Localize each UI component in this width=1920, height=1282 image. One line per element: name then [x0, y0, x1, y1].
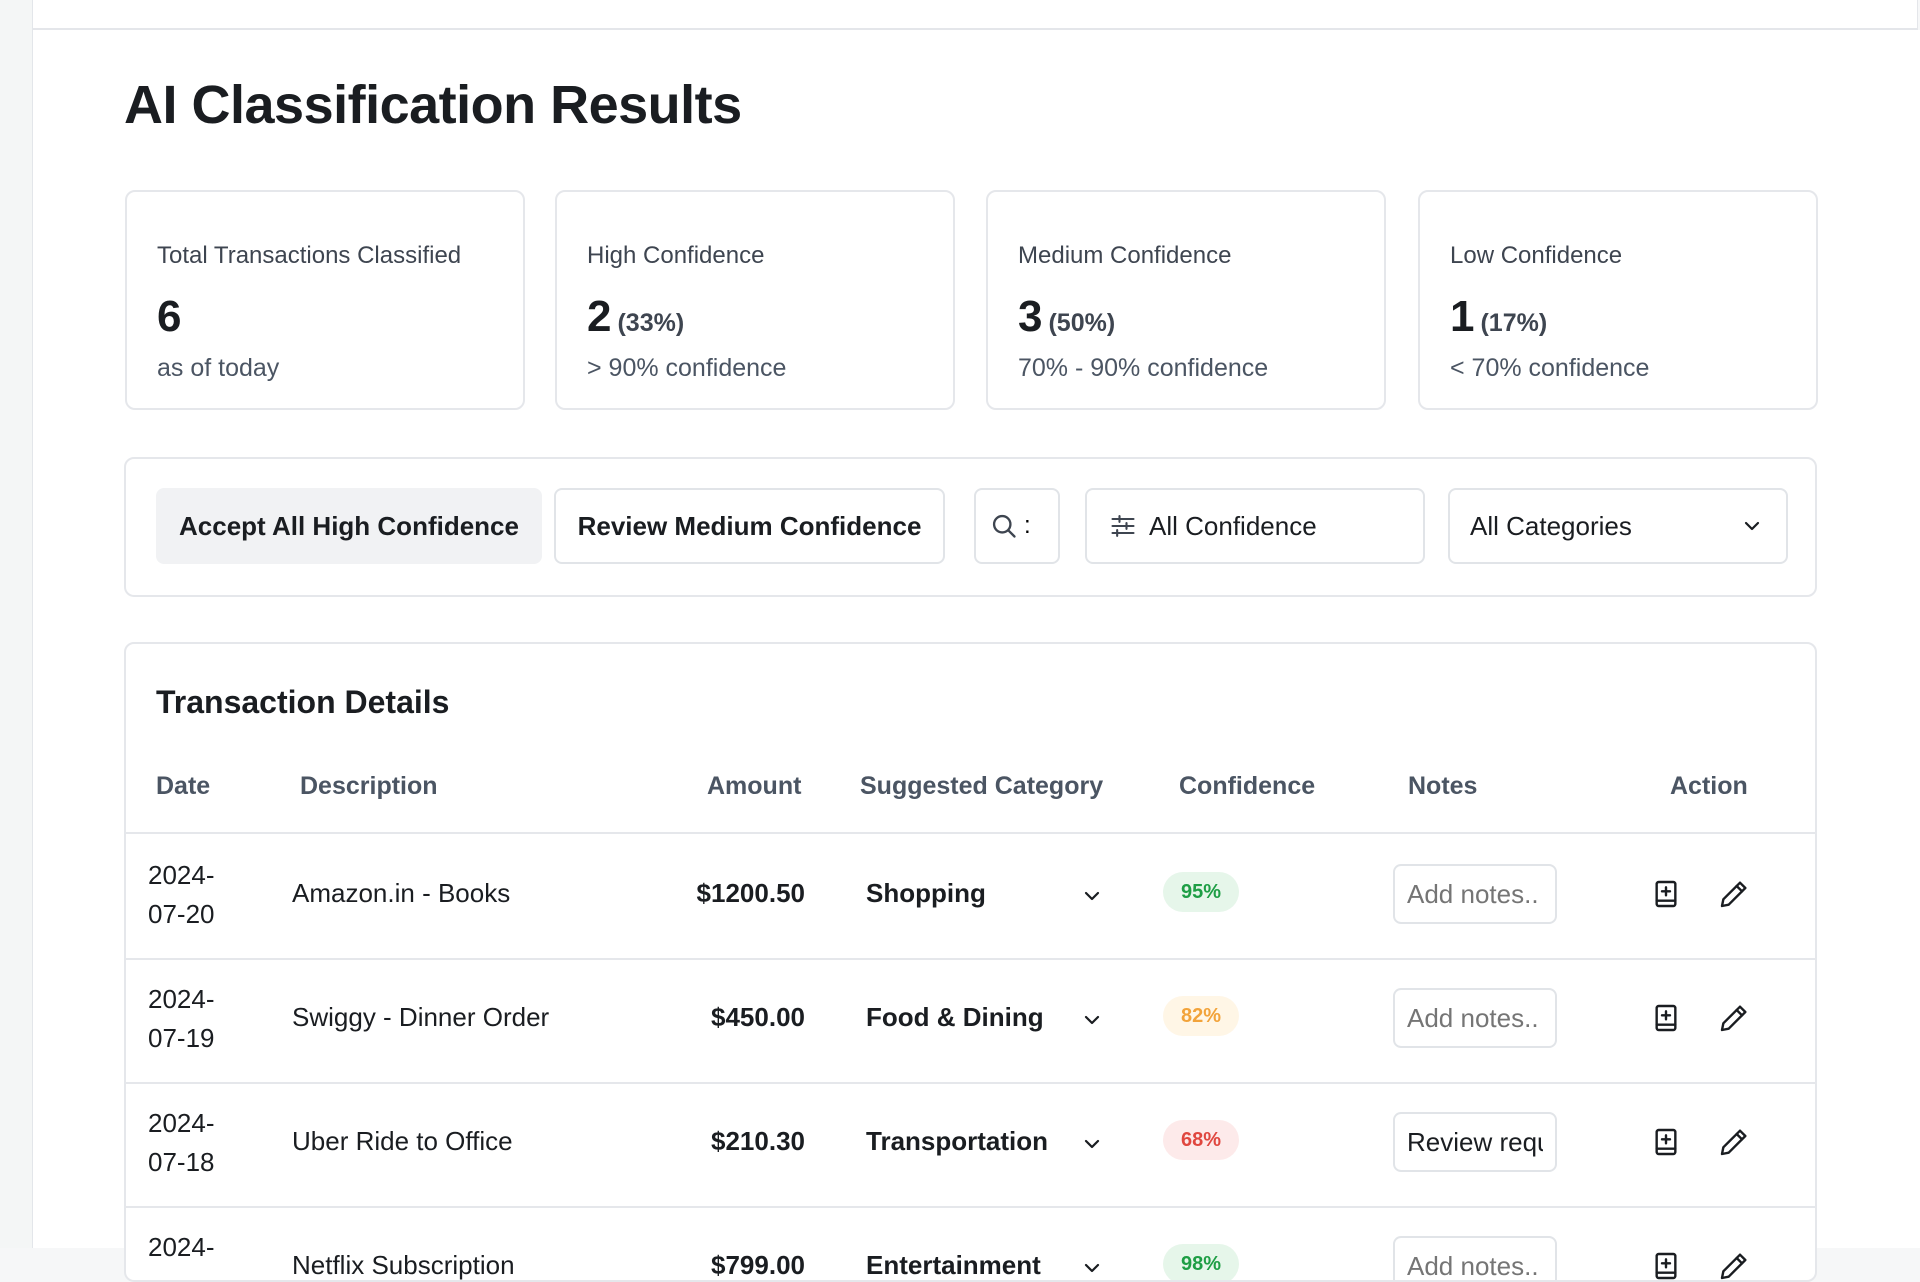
sliders-icon — [1109, 512, 1137, 540]
confidence-badge: 95% — [1163, 872, 1239, 912]
stat-label: Total Transactions Classified — [157, 242, 462, 269]
table-row: 2024- Netflix Subscription $799.00 Entertai… — [126, 1206, 1815, 1280]
accept-book-icon[interactable] — [1650, 1250, 1682, 1280]
notes-input[interactable] — [1393, 1112, 1557, 1172]
stat-value: 6 — [157, 292, 182, 341]
header-divider — [126, 832, 1815, 834]
row-description: Swiggy - Dinner Order — [292, 1002, 550, 1032]
row-category-select[interactable]: Entertainment — [866, 1250, 1041, 1280]
column-header-amount: Amount — [707, 772, 802, 800]
row-description: Uber Ride to Office — [292, 1126, 513, 1156]
table-row: 2024-07-20 Amazon.in - Books $1200.50 Shopp… — [126, 834, 1815, 960]
confidence-filter-select[interactable]: All Confidence — [1085, 488, 1425, 564]
table-row: 2024-07-18 Uber Ride to Office $210.30 Tran… — [126, 1082, 1815, 1208]
chevron-down-icon[interactable] — [1080, 1008, 1104, 1032]
category-filter-label: All Categories — [1470, 510, 1632, 541]
chevron-down-icon[interactable] — [1080, 1256, 1104, 1280]
row-description: Netflix Subscription — [292, 1250, 515, 1280]
sidebar-edge — [0, 0, 33, 1248]
column-header-notes: Notes — [1408, 772, 1478, 800]
column-header-date: Date — [156, 772, 211, 800]
stat-subtext: 70% - 90% confidence — [1018, 354, 1269, 382]
row-category-select[interactable]: Transportation — [866, 1126, 1049, 1156]
edit-pencil-icon[interactable] — [1718, 1250, 1750, 1280]
row-amount: $1200.50 — [696, 878, 805, 908]
accept-book-icon[interactable] — [1650, 878, 1682, 910]
row-date: 2024-07-18 — [148, 1108, 215, 1177]
row-date: 2024-07-20 — [148, 860, 215, 929]
stat-value: 1 (17%) — [1450, 292, 1548, 341]
accept-book-icon[interactable] — [1650, 1126, 1682, 1158]
stat-subtext: > 90% confidence — [587, 354, 787, 382]
search-icon — [990, 512, 1018, 540]
confidence-badge: 68% — [1163, 1120, 1239, 1160]
accept-all-high-confidence-button[interactable]: Accept All High Confidence — [156, 488, 542, 564]
notes-input[interactable] — [1393, 988, 1557, 1048]
category-filter-select[interactable]: All Categories — [1448, 488, 1788, 564]
accept-book-icon[interactable] — [1650, 1002, 1682, 1034]
row-amount: $799.00 — [711, 1250, 805, 1280]
edit-pencil-icon[interactable] — [1718, 1002, 1750, 1034]
row-category-select[interactable]: Food & Dining — [866, 1002, 1044, 1032]
top-header-bar — [33, 0, 1918, 30]
confidence-filter-label: All Confidence — [1149, 510, 1317, 541]
stat-card-low-confidence: Low Confidence 1 (17%) < 70% confidence — [1418, 190, 1818, 410]
stat-value: 2 (33%) — [587, 292, 685, 341]
search-field[interactable] — [974, 488, 1060, 564]
stat-label: Medium Confidence — [1018, 242, 1232, 269]
stat-card-high-confidence: High Confidence 2 (33%) > 90% confidence — [555, 190, 955, 410]
row-description: Amazon.in - Books — [292, 878, 511, 908]
row-amount: $450.00 — [711, 1002, 805, 1032]
column-header-suggested-category: Suggested Category — [860, 772, 1104, 800]
transaction-details-card: Transaction Details Date Description Amo… — [124, 642, 1817, 1282]
column-header-confidence: Confidence — [1179, 772, 1316, 800]
row-amount: $210.30 — [711, 1126, 805, 1156]
confidence-badge: 98% — [1163, 1244, 1239, 1280]
page-title: AI Classification Results — [124, 75, 742, 135]
row-category-select[interactable]: Shopping — [866, 878, 986, 908]
edit-pencil-icon[interactable] — [1718, 1126, 1750, 1158]
stat-value: 3 (50%) — [1018, 292, 1116, 341]
table-title: Transaction Details — [156, 684, 450, 720]
review-medium-confidence-button[interactable]: Review Medium Confidence — [554, 488, 945, 564]
column-header-description: Description — [300, 772, 438, 800]
notes-input[interactable] — [1393, 1236, 1557, 1280]
search-input[interactable] — [1024, 512, 1044, 540]
chevron-down-icon[interactable] — [1080, 884, 1104, 908]
stat-label: Low Confidence — [1450, 242, 1623, 269]
edit-pencil-icon[interactable] — [1718, 878, 1750, 910]
chevron-down-icon — [1740, 514, 1764, 538]
action-toolbar: Accept All High Confidence Review Medium… — [124, 457, 1817, 597]
confidence-badge: 82% — [1163, 996, 1239, 1036]
chevron-down-icon[interactable] — [1080, 1132, 1104, 1156]
stat-label: High Confidence — [587, 242, 765, 269]
notes-input[interactable] — [1393, 864, 1557, 924]
table-row: 2024-07-19 Swiggy - Dinner Order $450.00 Fo… — [126, 958, 1815, 1084]
stat-card-medium-confidence: Medium Confidence 3 (50%) 70% - 90% confi… — [986, 190, 1386, 410]
row-date: 2024-07-19 — [148, 984, 215, 1053]
column-header-action: Action — [1670, 772, 1748, 800]
stat-subtext: as of today — [157, 354, 280, 382]
stat-card-total: Total Transactions Classified 6 as of to… — [125, 190, 525, 410]
stat-subtext: < 70% confidence — [1450, 354, 1650, 382]
